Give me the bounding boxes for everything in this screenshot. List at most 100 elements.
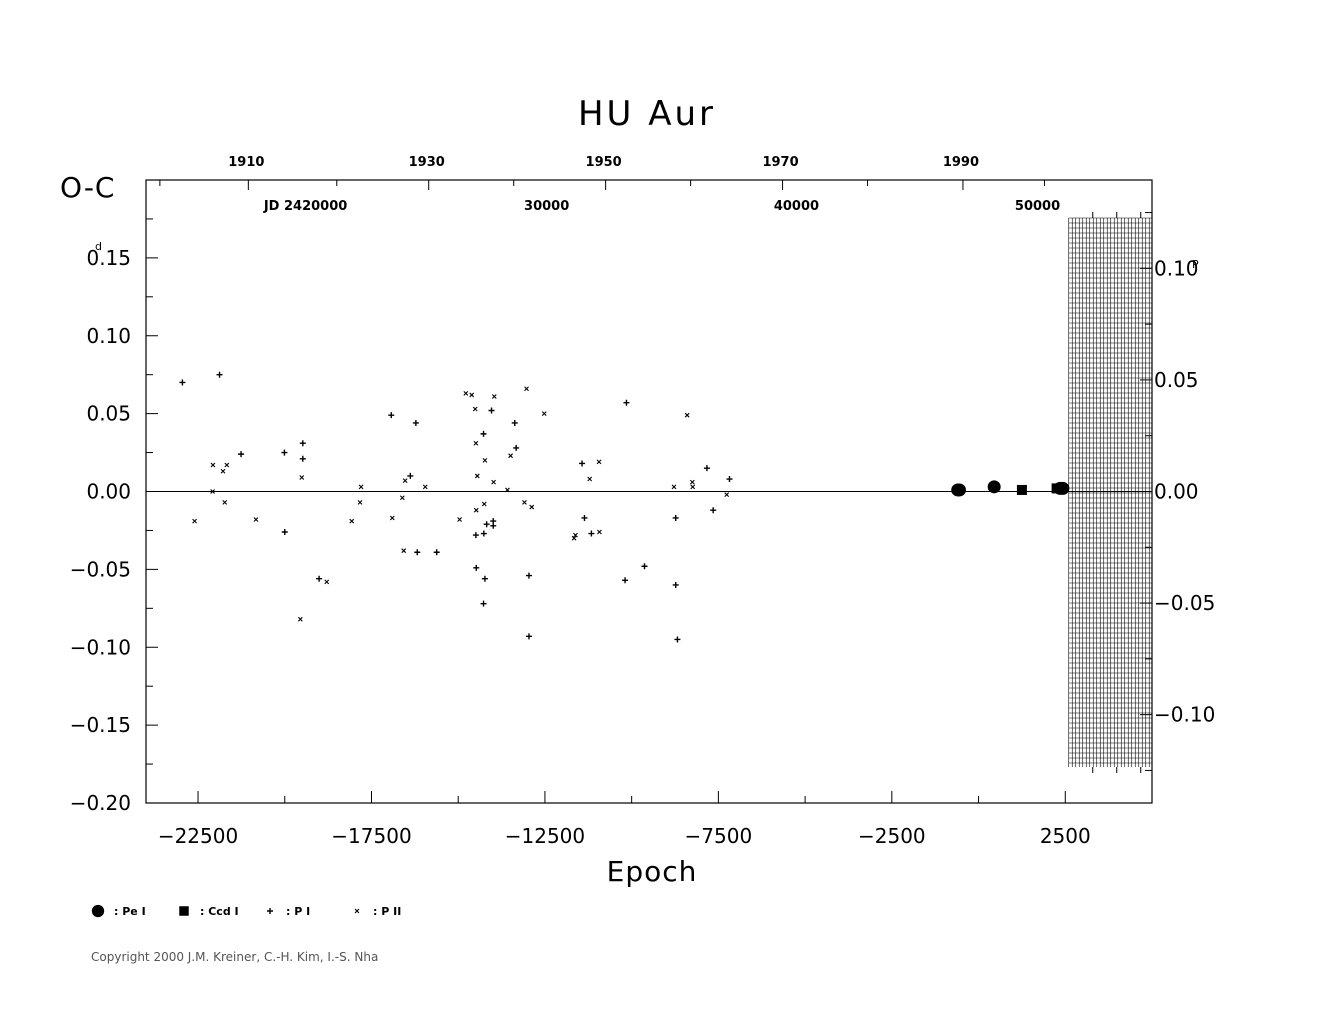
p-ii-point [220, 468, 226, 474]
p-ii-point [469, 392, 475, 398]
x-tick-label: −22500 [158, 824, 238, 848]
top-year-label: 1990 [943, 155, 979, 170]
y-tick-label: −0.15 [70, 713, 131, 737]
legend-label: : Pe I [114, 905, 146, 918]
p-i-point [641, 563, 648, 570]
p-i-point [316, 575, 323, 582]
p-i-point [299, 440, 306, 447]
p-i-point [480, 600, 487, 607]
right-tick-label: −0.05 [1154, 591, 1215, 615]
legend-label: : Ccd I [200, 905, 239, 918]
p-ii-point [482, 457, 488, 463]
p-ii-point [505, 487, 510, 493]
p-ii-point [297, 616, 303, 622]
p-i-point [513, 444, 520, 451]
jd-label: 50000 [1015, 199, 1060, 214]
p-ii-point [399, 495, 405, 501]
top-year-label: 1910 [228, 155, 264, 170]
p-ii-point [671, 484, 677, 490]
legend-marker [267, 908, 273, 914]
chart-title: HU Aur [578, 94, 716, 134]
p-ii-point [389, 515, 395, 521]
p-i-point [672, 581, 679, 588]
p-ii-point [192, 518, 197, 524]
p-ii-point [541, 411, 547, 417]
right-tick-label: −0.10 [1154, 703, 1215, 727]
p-i-point [472, 532, 479, 539]
p-i-point [525, 572, 532, 579]
p-i-point [414, 549, 421, 556]
y-tick-label: 0.05 [86, 402, 131, 426]
p-i-point [622, 577, 629, 584]
p-ii-point [529, 504, 535, 510]
right-tick-label: 0.00 [1154, 480, 1199, 504]
y-tick-label: −0.10 [70, 635, 131, 659]
p-ii-point [357, 500, 363, 505]
p-i-point [525, 633, 532, 640]
top-year-label: 1970 [762, 155, 798, 170]
p-ii-point [324, 579, 330, 585]
y-tick-label: 0.10 [86, 324, 131, 348]
p-i-point [179, 379, 186, 386]
p-ii-point [596, 459, 602, 465]
p-ii-point [724, 492, 730, 498]
p-ii-point [402, 478, 408, 483]
p-i-point [674, 636, 681, 643]
top-year-label: 1950 [586, 155, 622, 170]
legend: : Pe I: Ccd I: P I: P II [91, 904, 401, 918]
x-tick-label: −2500 [858, 824, 926, 848]
p-ii-point [210, 489, 215, 494]
p-ii-point [358, 484, 364, 490]
p-i-point [490, 522, 497, 529]
x-tick-label: 2500 [1040, 824, 1091, 848]
p-ii-point [222, 500, 228, 505]
p-ii-point [524, 386, 529, 392]
p-i-point [511, 419, 518, 426]
pe-i-point [952, 483, 966, 497]
p-ii-point [457, 517, 462, 522]
p-i-point [480, 430, 487, 437]
p-i-point [407, 472, 414, 479]
p-ii-point [491, 394, 497, 399]
x-axis-label: Epoch [607, 855, 698, 888]
p-i-point [579, 460, 586, 467]
p-ii-point [597, 529, 602, 535]
p-i-point [412, 419, 419, 426]
p-i-point [216, 371, 223, 378]
p-i-point [281, 528, 288, 535]
axes [145, 179, 1153, 804]
x-tick-label: −17500 [331, 824, 411, 848]
p-ii-point [689, 479, 695, 485]
p-ii-point [571, 535, 577, 541]
p-i-point [710, 507, 717, 514]
p-i-point [588, 530, 595, 537]
p-i-point [703, 465, 710, 472]
data-points [179, 371, 1070, 643]
p-i-point [483, 521, 490, 528]
jd-label: 30000 [524, 199, 569, 214]
p-ii-point [491, 479, 496, 485]
p-i-point [488, 407, 495, 414]
p-i-point [238, 451, 245, 458]
p-i-point [299, 455, 306, 462]
shaded-region [1068, 212, 1152, 773]
p-ii-point [299, 475, 305, 480]
p-ii-point [224, 462, 230, 468]
p-ii-point [210, 462, 216, 468]
p-i-point [623, 399, 630, 406]
p-ii-point [473, 507, 479, 513]
right-tick-label: 0.10 [1154, 256, 1199, 280]
p-ii-point [587, 476, 593, 482]
p-ii-point [474, 473, 480, 479]
right-tick-label: 0.05 [1154, 368, 1199, 392]
tick-labels: −22500 −17500 −12500 −7500 −2500 2500 0.15 0.10… [70, 155, 1216, 848]
y-tick-label: 0.15 [86, 246, 131, 270]
p-i-point [481, 575, 488, 582]
p-ii-point [422, 484, 428, 490]
p-ii-point [508, 453, 513, 459]
p-i-point [433, 549, 440, 556]
p-i-point [581, 514, 588, 521]
legend-marker [354, 908, 360, 914]
p-i-point [473, 564, 480, 571]
